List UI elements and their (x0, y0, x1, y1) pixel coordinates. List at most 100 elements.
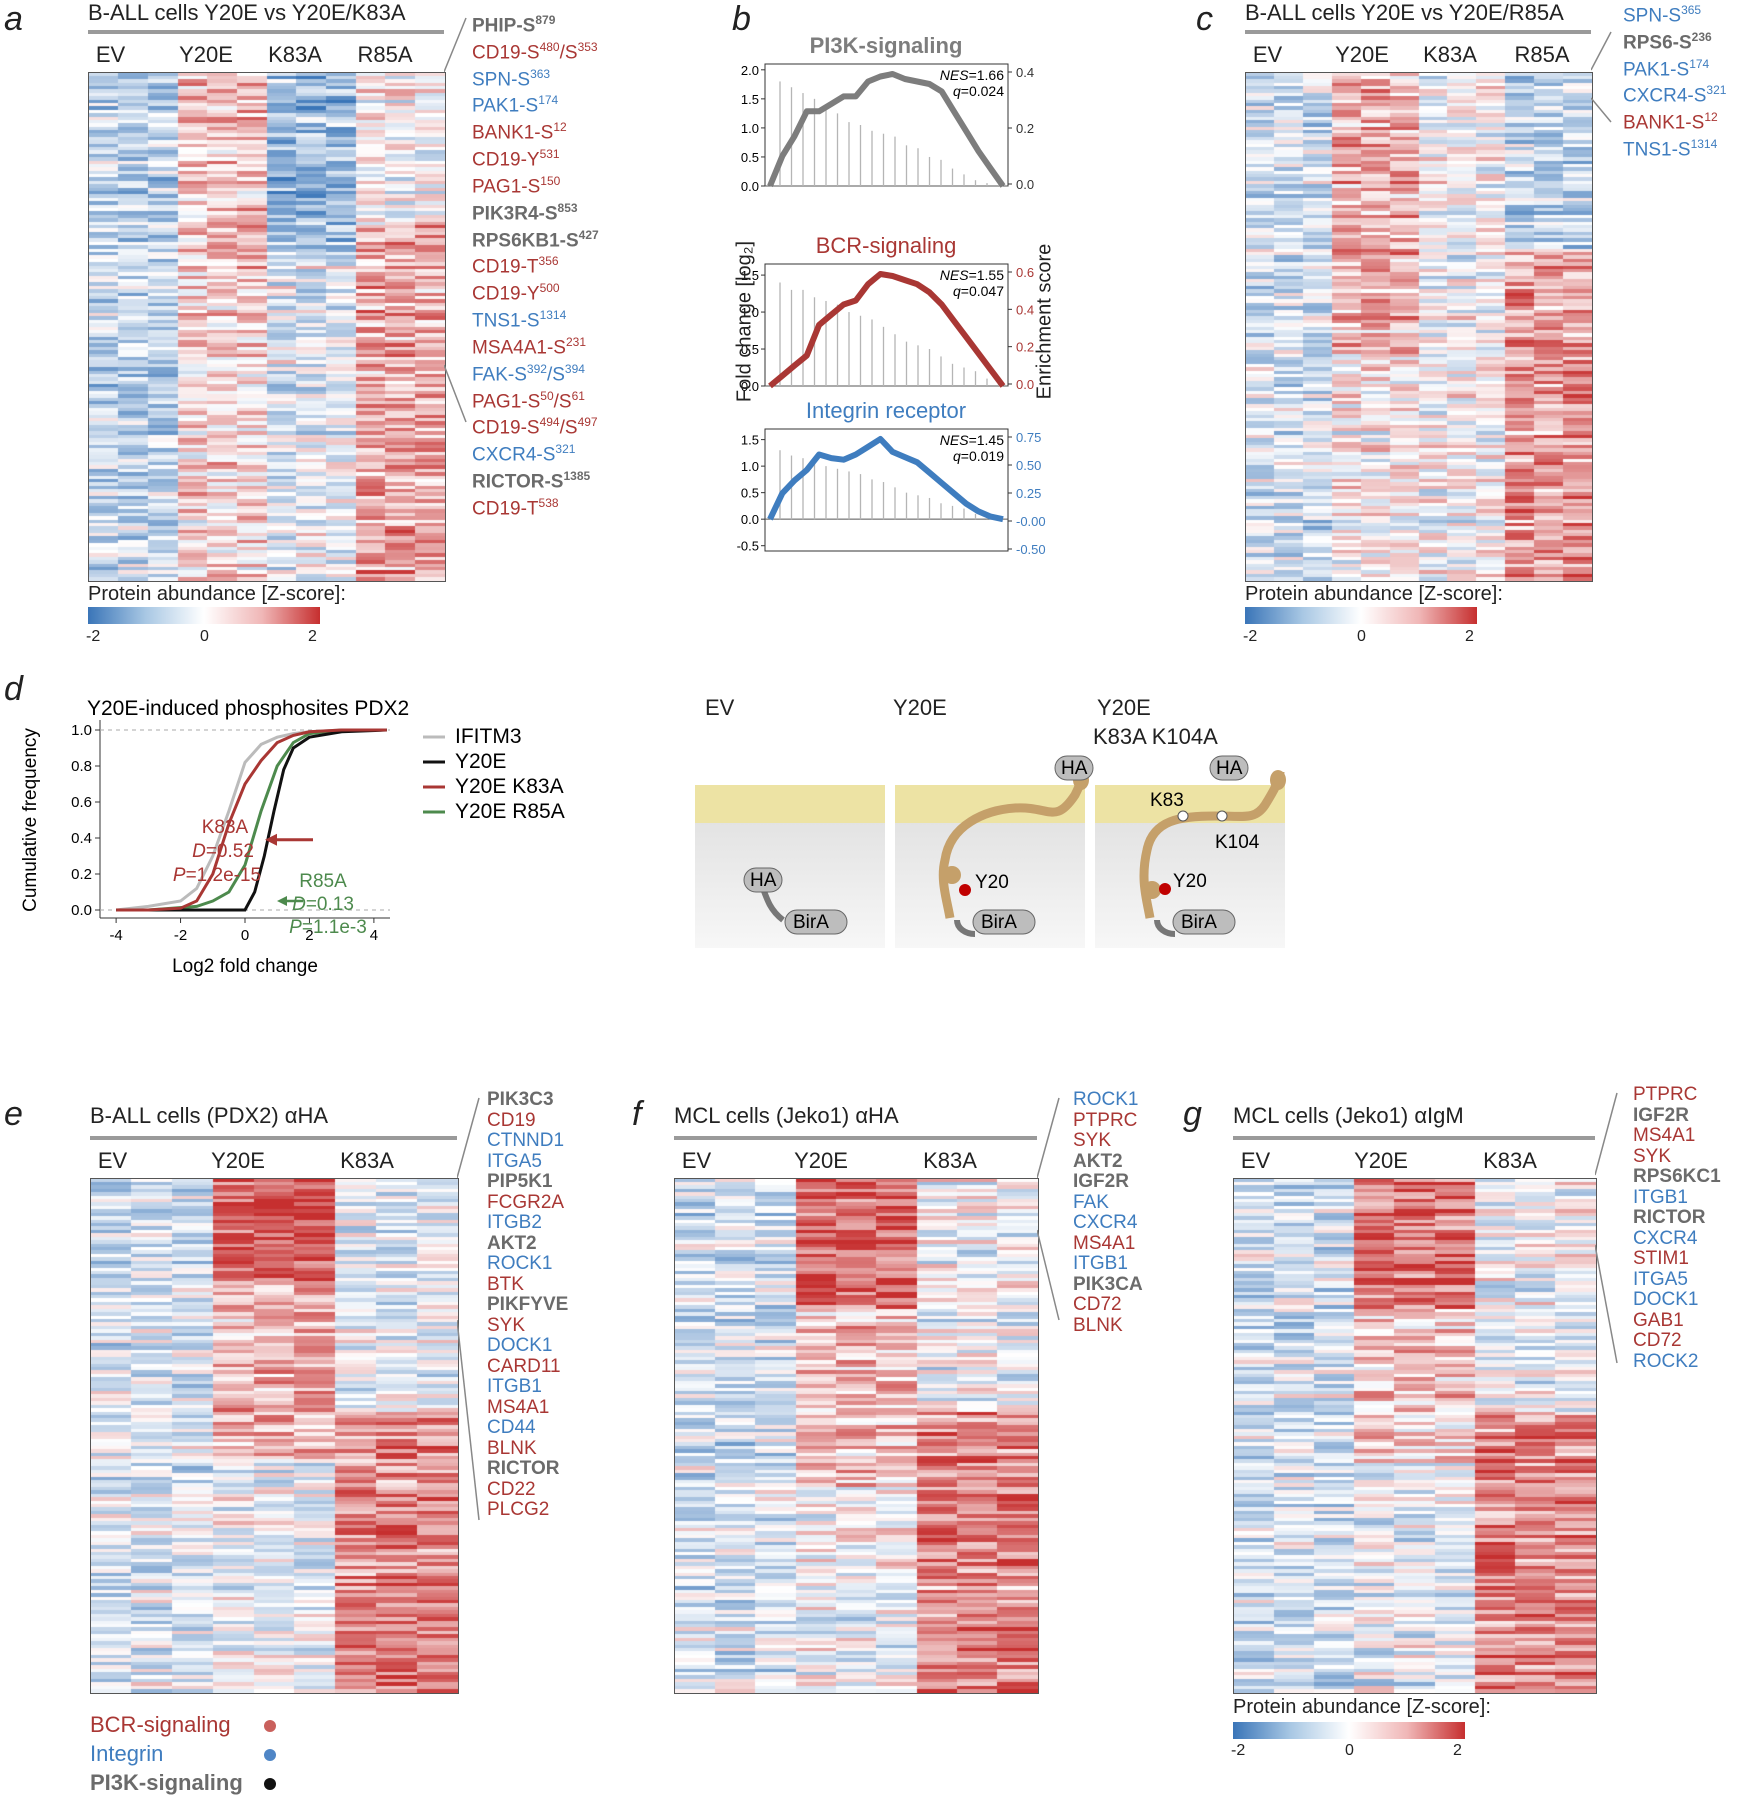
site-label: PAK1-S174 (1623, 54, 1726, 81)
site-label-text: IGF2R (1633, 1104, 1689, 1126)
panel-g-colorbar-tick: 2 (1453, 1742, 1462, 1759)
panel-f-group-ev: EV (681, 1148, 712, 1173)
site-label-text: RPS6KB1-S (472, 229, 579, 251)
panel-g-colorbar-title: Protein abundance [Z-score]: (1233, 1696, 1491, 1718)
nes-prefix: NES (940, 432, 969, 448)
panel-g-heatmap (1233, 1178, 1597, 1694)
mut-k104-label: K104 (1215, 832, 1260, 853)
site-label-text: ITGB1 (1633, 1186, 1688, 1208)
panel-a-colorbar-tick: 2 (308, 628, 317, 645)
gsea-nes: NES=1.45 (940, 432, 1004, 448)
panel-c-group-r85a: R85A (1514, 42, 1570, 67)
panel-g-colorbar (1233, 1722, 1465, 1739)
gsea-y2tick-label: -0.00 (1016, 514, 1046, 529)
panel-e-heatmap (90, 1178, 459, 1694)
cdf-xtick-label: 0 (241, 927, 249, 944)
site-label-text: RPS6-S (1623, 32, 1692, 54)
site-label-text: TNS1-S (472, 310, 540, 332)
panel-a-heatmap (88, 72, 446, 582)
y20e-linker (954, 919, 976, 937)
site-label-text: PIK3R4-S (472, 203, 558, 225)
site-label: CXCR4-S321 (472, 439, 599, 466)
annot-r85a-d: D=0.13 (292, 894, 354, 915)
site-label-text: CXCR4-S (1623, 85, 1707, 107)
site-label: GAB1 (1633, 1310, 1721, 1332)
panel-a-colorbar-tick: 0 (200, 628, 209, 645)
site-label-text: PLCG2 (487, 1499, 550, 1520)
site-label-superscript: 538 (538, 495, 559, 510)
gsea-ytick-label: -0.5 (737, 539, 759, 554)
site-label: FAK (1073, 1192, 1143, 1214)
cdf-xtick-label: 4 (370, 927, 378, 944)
site-label: SYK (487, 1314, 568, 1337)
site-label-text: ROCK2 (1633, 1350, 1699, 1372)
site-label: ITGB1 (1633, 1186, 1721, 1209)
panel-e-title-bar (90, 1136, 457, 1140)
site-label-text: CTNND1 (487, 1130, 565, 1151)
y20e-y20-label: Y20 (975, 872, 1009, 893)
y20e-cd81-body (938, 771, 1088, 919)
annot-r85a-p: P=1.1e-3 (289, 917, 367, 938)
site-label-superscript: 879 (535, 13, 556, 27)
panel-f-gene-labels: ROCK1 PTPRC SYK AKT2 IGF2R FAK CXCR4 MS4A1 ITGB1… (1073, 1089, 1143, 1336)
panel-g-group-ev: EV (1240, 1148, 1271, 1173)
schematic-col-ev: EV (705, 695, 735, 720)
gsea-enrichment-line (767, 436, 1004, 523)
cdf-xtick-label: 2 (305, 927, 313, 944)
heatmap-cells (89, 73, 445, 581)
site-label: BLNK (487, 1437, 568, 1460)
site-label: CTNND1 (487, 1130, 568, 1152)
panel-b-ylabel: Fold change [log₂] (730, 235, 760, 415)
gsea-ytick-label: 1.5 (741, 268, 759, 283)
site-label: DOCK1 (1633, 1289, 1721, 1311)
site-label-text: MS4A1 (1633, 1125, 1696, 1146)
mut-head (1143, 881, 1161, 899)
panel-b-gsea-plots: PI3K-signaling 2.0 1.5 1.0 0.5 0.0 0.4 0.2 0.0 NE… (737, 33, 1046, 557)
site-label: PIKFYVE (487, 1294, 568, 1316)
site-label: ROCK2 (1633, 1350, 1721, 1373)
mut-k83-site (1177, 810, 1189, 822)
site-label-text: SYK (487, 1314, 526, 1336)
p-prefix: P (289, 917, 302, 938)
panel-e-gene-labels: PIK3C3 CD19 CTNND1 ITGA5 PIP5K1 FCGR2A ITGB2 AK… (487, 1089, 568, 1521)
gsea-y2tick-label: 0.75 (1016, 430, 1041, 445)
gsea-ytick-label: 1.0 (741, 459, 759, 474)
gsea-ytick-label: 1.5 (741, 433, 759, 448)
site-label-text: SYK (1633, 1145, 1672, 1167)
gsea-y2tick-label: 0.2 (1016, 121, 1034, 136)
panel-c-label-bracket (1591, 31, 1612, 123)
schematic-col-mut-sub: K83A K104A (1093, 724, 1218, 749)
site-label-text: BLNK (487, 1437, 537, 1459)
mut-k104-site (1216, 810, 1228, 822)
site-label-text: PIK3CA (1073, 1273, 1143, 1295)
site-label-superscript: 853 (557, 200, 578, 215)
site-label: BANK1-S12 (1623, 107, 1726, 134)
site-label-superscript: 174 (538, 93, 559, 108)
gsea-q: q=0.024 (953, 83, 1004, 99)
panel-b-ylabel-text: Fold change [log₂] (733, 240, 756, 403)
panel-c-colorbar-tick: 0 (1357, 628, 1366, 645)
y20e-ha-tag (1054, 755, 1094, 781)
site-label-text: /S (559, 417, 578, 439)
site-label-superscript: 12 (1704, 110, 1718, 125)
panel-letter-b: b (732, 0, 751, 38)
site-label-text: RPS6KC1 (1633, 1166, 1721, 1187)
site-label-text: CD19-T (472, 256, 539, 278)
cdf-ytick-label: 1.0 (71, 722, 92, 739)
site-label: RICTOR-S1385 (472, 466, 599, 493)
mut-k83-label: K83 (1150, 790, 1184, 811)
site-label-text: STIM1 (1633, 1248, 1689, 1269)
cdf-ytick-label: 0.0 (71, 902, 92, 919)
site-label-text: BLNK (1073, 1314, 1123, 1336)
cdf-ylabel: Cumulative frequency (20, 728, 41, 912)
site-label: CD72 (1633, 1330, 1721, 1352)
site-label-text: CD19 (487, 1109, 536, 1131)
site-label-text: TNS1-S (1623, 139, 1691, 161)
site-label-text: AKT2 (487, 1232, 537, 1254)
panel-d-cdf-plot: Y20E-induced phosphosites PDX2 0.0 0.2 0.4 0… (20, 697, 565, 977)
site-label: CD19-T356 (472, 251, 599, 278)
site-label-text: ITGA5 (487, 1150, 542, 1172)
site-label-text: PHIP-S (472, 15, 536, 37)
panel-letter-g: g (1183, 1095, 1202, 1133)
gsea-q: q=0.047 (953, 283, 1004, 299)
